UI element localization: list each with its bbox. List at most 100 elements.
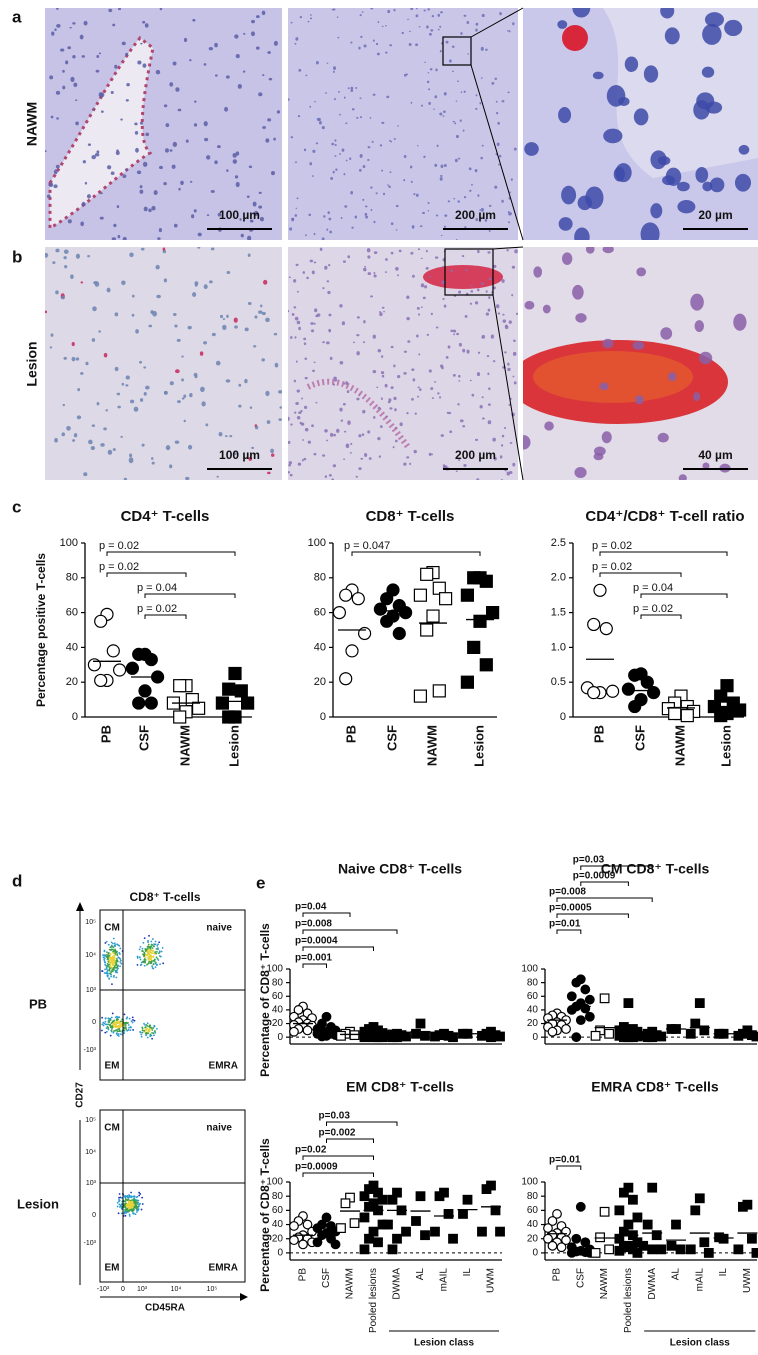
flow-event	[128, 1209, 131, 1212]
scale-bar-label: 100 µm	[219, 448, 260, 462]
nucleus	[235, 181, 240, 188]
nucleus	[367, 255, 371, 259]
nucleus	[333, 376, 337, 380]
flow-y-tick-label: 10⁴	[85, 1149, 96, 1156]
data-point	[462, 1194, 473, 1205]
nucleus	[324, 265, 328, 270]
nucleus	[481, 144, 484, 147]
data-point	[336, 1223, 346, 1233]
data-point	[486, 1032, 496, 1043]
nucleus	[469, 379, 472, 382]
nucleus	[390, 140, 393, 143]
flow-event	[106, 1023, 108, 1026]
nucleus	[394, 408, 397, 412]
nucleus	[318, 121, 322, 125]
flow-event	[117, 1035, 120, 1037]
y-tick-label: 100	[521, 1177, 538, 1188]
p-value-label: p=0.0009	[295, 1162, 338, 1173]
nucleus	[433, 108, 435, 110]
nucleus	[347, 87, 350, 90]
nucleus	[98, 92, 103, 98]
data-point	[495, 1031, 505, 1042]
nucleus	[294, 336, 297, 339]
nucleus	[439, 396, 442, 399]
data-point	[387, 1244, 398, 1255]
flow-event	[150, 943, 153, 946]
nucleus	[116, 392, 121, 396]
nucleus	[343, 382, 346, 385]
flow-event	[145, 1034, 147, 1037]
flow-event	[135, 1204, 138, 1206]
nucleus	[507, 367, 511, 372]
data-point	[580, 1003, 591, 1014]
nucleus	[247, 235, 252, 240]
x-tick-label: IL	[718, 1268, 729, 1277]
p-value-label: p = 0.047	[344, 540, 390, 552]
nucleus	[409, 462, 412, 466]
flow-event	[108, 969, 111, 972]
nucleus	[111, 237, 117, 240]
nucleus	[350, 86, 354, 90]
nucleus	[311, 424, 314, 428]
x-tick-label: NAWM	[424, 725, 439, 766]
data-point	[628, 1194, 638, 1205]
nucleus	[316, 117, 320, 121]
nucleus	[309, 105, 312, 108]
significance-bracket	[302, 1155, 374, 1160]
nucleus	[293, 379, 296, 383]
x-tick-label: mAIL	[694, 1268, 705, 1292]
nucleus	[502, 319, 507, 323]
data-point	[604, 1244, 615, 1255]
nucleus	[326, 62, 329, 64]
nucleus	[389, 44, 393, 47]
flow-event	[136, 957, 139, 959]
nucleus	[698, 351, 713, 365]
flow-event	[141, 1031, 144, 1034]
flow-event	[118, 1027, 121, 1030]
nucleus	[495, 304, 500, 309]
nucleus	[294, 42, 297, 45]
nucleus	[369, 116, 372, 119]
flow-event	[134, 1202, 136, 1205]
nucleus	[434, 256, 439, 259]
flow-event	[120, 1197, 123, 1199]
nucleus	[470, 290, 474, 293]
nucleus	[452, 120, 455, 123]
nucleus	[428, 452, 432, 456]
flow-event	[110, 970, 113, 973]
nucleus	[390, 222, 394, 226]
nucleus	[302, 271, 305, 274]
nucleus	[510, 178, 513, 181]
nucleus	[533, 266, 543, 278]
data-point	[458, 1209, 468, 1219]
nucleus	[437, 392, 440, 395]
nucleus	[131, 313, 135, 317]
nucleus	[129, 453, 133, 458]
nucleus	[339, 360, 344, 365]
flow-event	[155, 1027, 158, 1030]
nucleus	[431, 397, 435, 399]
data-point	[632, 1212, 643, 1223]
flow-event	[149, 947, 152, 950]
nucleus	[263, 279, 268, 285]
nucleus	[364, 265, 367, 268]
nucleus	[150, 310, 154, 315]
panel-letter: a	[12, 7, 22, 26]
data-point	[289, 1221, 299, 1231]
nucleus	[444, 214, 448, 217]
nucleus	[294, 411, 297, 414]
nucleus	[502, 313, 505, 316]
flow-event	[110, 941, 113, 944]
y-tick-label: 0	[277, 1032, 283, 1043]
nucleus	[197, 232, 202, 237]
nucleus	[474, 301, 479, 305]
nucleus	[48, 182, 54, 188]
nucleus	[72, 54, 76, 59]
micrograph	[523, 8, 758, 240]
data-point	[373, 602, 387, 616]
nucleus	[424, 61, 426, 63]
flow-event	[133, 1197, 136, 1200]
y-tick-label: 40	[527, 1219, 539, 1230]
x-tick-label: PB	[343, 725, 358, 743]
nucleus	[290, 423, 293, 426]
